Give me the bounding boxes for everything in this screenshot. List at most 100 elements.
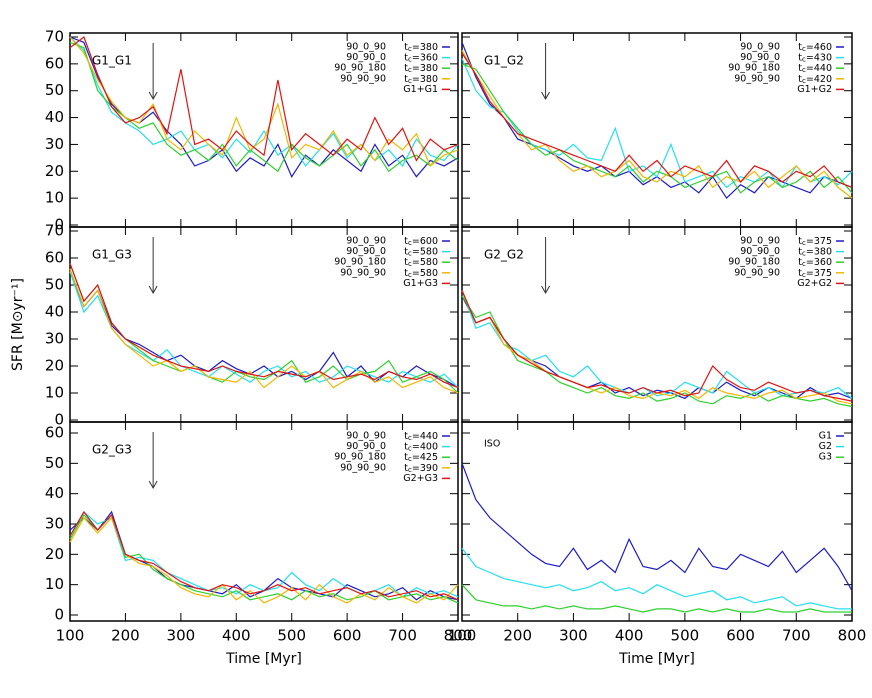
tc-value: 460 <box>814 42 832 53</box>
legend-label: G3 <box>819 452 832 463</box>
y-tick-label: 40 <box>45 108 64 126</box>
tc-subscript: c <box>802 260 806 268</box>
legend-timescale: tc=440 <box>798 63 832 75</box>
tc-symbol: t <box>404 73 408 84</box>
tc-value: 380 <box>814 246 832 257</box>
sfr-line <box>69 510 459 598</box>
panel-frame <box>69 421 459 622</box>
sfr-line <box>461 290 853 402</box>
legend-label: 90_90_180 <box>334 452 386 463</box>
legend-timescale: tc=460 <box>798 42 832 54</box>
tc-value: 430 <box>814 52 832 63</box>
legend-label: 90_90_0 <box>740 246 780 257</box>
sfr-line <box>69 510 459 601</box>
panel-title: G1_G3 <box>92 248 132 262</box>
x-tick-label: 100 <box>448 627 477 645</box>
tc-value: 580 <box>420 257 438 268</box>
tc-symbol: t <box>798 246 802 257</box>
sfr-line <box>461 584 852 613</box>
tc-subscript: c <box>802 56 806 64</box>
tc-equals: = <box>412 236 420 247</box>
tc-subscript: c <box>408 271 412 279</box>
tc-subscript: c <box>802 239 806 247</box>
tc-value: 400 <box>420 441 438 452</box>
legend-timescale: tc=360 <box>798 257 832 269</box>
tc-symbol: t <box>798 52 802 63</box>
y-tick-label: 70 <box>45 222 64 240</box>
tc-value: 440 <box>814 63 832 74</box>
sfr-line <box>461 290 853 405</box>
tc-subscript: c <box>802 45 806 53</box>
tc-subscript: c <box>408 445 412 453</box>
sfr-line <box>69 41 459 173</box>
legend-timescale: tc=430 <box>798 52 832 64</box>
tc-subscript: c <box>408 434 412 442</box>
tc-equals: = <box>806 267 814 278</box>
tc-equals: = <box>412 267 420 278</box>
tc-equals: = <box>412 257 420 268</box>
sfr-line <box>69 36 459 167</box>
sfr-line <box>461 295 853 400</box>
tc-symbol: t <box>798 267 802 278</box>
legend-label: 90_90_180 <box>334 257 386 268</box>
legend-label: 90_90_90 <box>734 267 780 278</box>
tc-symbol: t <box>404 452 408 463</box>
sfr-line <box>461 290 853 399</box>
legend-label: 90_90_0 <box>346 441 386 452</box>
x-tick-label: 100 <box>56 627 85 645</box>
legend-timescale: tc=580 <box>404 246 438 258</box>
tc-subscript: c <box>802 250 806 258</box>
legend-label: G1+G1 <box>403 84 438 95</box>
x-tick-label: 700 <box>388 627 417 645</box>
legend-label: G2 <box>819 441 832 452</box>
tc-value: 380 <box>420 73 438 84</box>
x-tick-label: 200 <box>111 627 140 645</box>
tc-subscript: c <box>408 466 412 474</box>
legend-label: 90_0_90 <box>346 236 386 247</box>
panel-frame <box>461 421 853 622</box>
sfr-line <box>69 36 459 167</box>
tc-equals: = <box>412 73 420 84</box>
sfr-line <box>461 52 853 188</box>
legend-timescale: tc=390 <box>404 462 438 474</box>
sfr-line <box>461 295 853 408</box>
x-tick-label: 600 <box>726 627 755 645</box>
y-tick-label: 30 <box>45 330 64 348</box>
legend-timescale: tc=425 <box>404 452 438 464</box>
legend-label: G2+G3 <box>403 473 438 484</box>
legend-label: 90_90_0 <box>346 52 386 63</box>
tc-value: 600 <box>420 236 438 247</box>
y-tick-label: 20 <box>45 357 64 375</box>
legend-label: 90_0_90 <box>740 236 780 247</box>
arrow-head <box>148 480 158 490</box>
tc-subscript: c <box>408 260 412 268</box>
legend-timescale: tc=380 <box>404 73 438 85</box>
sfr-line <box>461 50 853 199</box>
tc-equals: = <box>412 462 420 473</box>
tc-equals: = <box>806 52 814 63</box>
x-tick-label: 600 <box>333 627 362 645</box>
tc-symbol: t <box>404 236 408 247</box>
panel-title: G2_G3 <box>92 443 132 457</box>
x-tick-label: 500 <box>277 627 306 645</box>
x-tick-label: 400 <box>615 627 644 645</box>
legend-label: G2+G2 <box>797 278 832 289</box>
y-axis-label: SFR [M⊙yr⁻¹] <box>10 278 26 371</box>
tc-subscript: c <box>408 250 412 258</box>
arrow-head <box>541 91 551 101</box>
arrow-head <box>148 285 158 295</box>
tc-symbol: t <box>798 257 802 268</box>
tc-value: 375 <box>814 267 832 278</box>
y-tick-label: 20 <box>45 162 64 180</box>
panel-title: ISO <box>484 439 500 450</box>
tc-equals: = <box>412 246 420 257</box>
tc-value: 360 <box>814 257 832 268</box>
y-tick-label: 60 <box>45 249 64 267</box>
tc-symbol: t <box>404 63 408 74</box>
x-tick-label: 800 <box>838 627 867 645</box>
panel-title: G1_G1 <box>92 54 132 68</box>
sfr-line <box>69 263 459 394</box>
sfr-line <box>461 63 853 194</box>
tc-symbol: t <box>404 42 408 53</box>
legend-timescale: tc=375 <box>798 267 832 279</box>
